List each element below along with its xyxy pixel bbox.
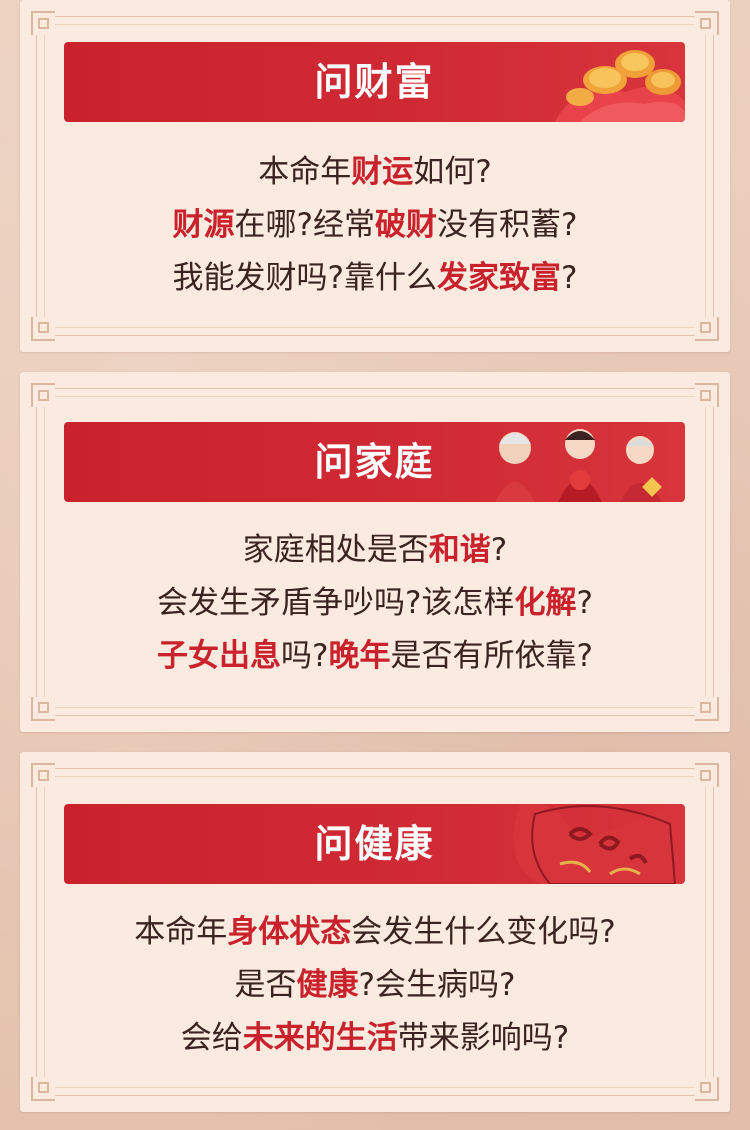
question-text: 带来影响吗?	[397, 1020, 570, 1056]
question-text: ?会生病吗?	[358, 967, 516, 1003]
question-text: 如何?	[413, 154, 492, 190]
corner-ornament-icon	[695, 383, 719, 407]
question-list: 家庭相处是否和谐? 会发生矛盾争吵吗?该怎样化解? 子女出息吗?晚年是否有所依靠…	[20, 524, 730, 683]
health-card: 问健康 本命年身体状态会发生什么变化吗? 是否健康?会生病吗? 会给未来的生活带…	[20, 752, 730, 1112]
corner-ornament-icon	[695, 697, 719, 721]
question-text: 是否有所依靠?	[390, 638, 593, 674]
card-frame	[31, 763, 719, 1101]
question-line: 会给未来的生活带来影响吗?	[20, 1012, 730, 1065]
corner-ornament-icon	[31, 11, 55, 35]
question-highlight: 和谐	[428, 532, 491, 568]
corner-ornament-icon	[31, 763, 55, 787]
card-frame	[31, 11, 719, 341]
corner-ornament-icon	[695, 763, 719, 787]
question-line: 会发生矛盾争吵吗?该怎样化解?	[20, 577, 730, 630]
corner-ornament-icon	[31, 317, 55, 341]
question-line: 我能发财吗?靠什么发家致富?	[20, 252, 730, 305]
question-highlight: 未来的生活	[242, 1020, 398, 1056]
card-frame	[31, 383, 719, 721]
section-title: 问健康	[314, 822, 435, 866]
question-text: 我能发财吗?靠什么	[172, 260, 437, 296]
question-text: 会给	[180, 1020, 243, 1056]
section-title: 问财富	[314, 60, 435, 104]
question-highlight: 身体状态	[227, 914, 352, 950]
question-text: 本命年	[134, 914, 228, 950]
question-text: 是否	[234, 967, 297, 1003]
coins-icon	[555, 50, 685, 122]
question-text: 没有积蓄?	[437, 207, 578, 243]
question-list: 本命年身体状态会发生什么变化吗? 是否健康?会生病吗? 会给未来的生活带来影响吗…	[20, 906, 730, 1065]
question-highlight: 健康	[296, 967, 359, 1003]
question-highlight: 破财	[375, 207, 437, 243]
wealth-card: 问财富 本命年财运如何? 财源在哪?经常破财没有积蓄? 我能发财吗?靠什么发家致…	[20, 0, 730, 352]
question-list: 本命年财运如何? 财源在哪?经常破财没有积蓄? 我能发财吗?靠什么发家致富?	[20, 146, 730, 305]
question-highlight: 发家致富	[436, 260, 561, 296]
question-highlight: 财源	[172, 207, 235, 243]
question-text: ?	[560, 260, 578, 296]
question-line: 子女出息吗?晚年是否有所依靠?	[20, 630, 730, 683]
question-highlight: 子女出息	[157, 638, 282, 674]
question-highlight: 晚年	[328, 638, 391, 674]
corner-ornament-icon	[31, 383, 55, 407]
longevity-pouch-icon	[513, 804, 680, 884]
question-text: ?	[576, 585, 593, 621]
question-text: 会发生什么变化吗?	[351, 914, 616, 950]
corner-ornament-icon	[31, 1077, 55, 1101]
question-text: 会发生矛盾争吵吗?该怎样	[157, 585, 515, 621]
question-text: 家庭相处是否	[242, 532, 429, 568]
question-line: 家庭相处是否和谐?	[20, 524, 730, 577]
family-card: 问家庭 家庭相处是否和谐? 会发生矛盾争吵吗?该怎样化解? 子女出息吗?晚年是否…	[20, 372, 730, 732]
question-line: 本命年财运如何?	[20, 146, 730, 199]
corner-ornament-icon	[695, 317, 719, 341]
question-text: ?	[490, 532, 508, 568]
corner-ornament-icon	[695, 1077, 719, 1101]
question-line: 本命年身体状态会发生什么变化吗?	[20, 906, 730, 959]
health-banner: 问健康	[64, 804, 685, 884]
wealth-banner: 问财富	[64, 42, 685, 122]
family-illustration-icon	[495, 429, 662, 502]
question-text: 本命年	[258, 154, 352, 190]
corner-ornament-icon	[695, 11, 719, 35]
family-banner: 问家庭	[64, 422, 685, 502]
question-line: 财源在哪?经常破财没有积蓄?	[20, 199, 730, 252]
section-title: 问家庭	[314, 440, 435, 484]
question-line: 是否健康?会生病吗?	[20, 959, 730, 1012]
question-text: 在哪?经常	[234, 207, 375, 243]
corner-ornament-icon	[31, 697, 55, 721]
question-highlight: 财运	[351, 154, 414, 190]
question-highlight: 化解	[514, 585, 577, 621]
question-text: 吗?	[281, 638, 329, 674]
